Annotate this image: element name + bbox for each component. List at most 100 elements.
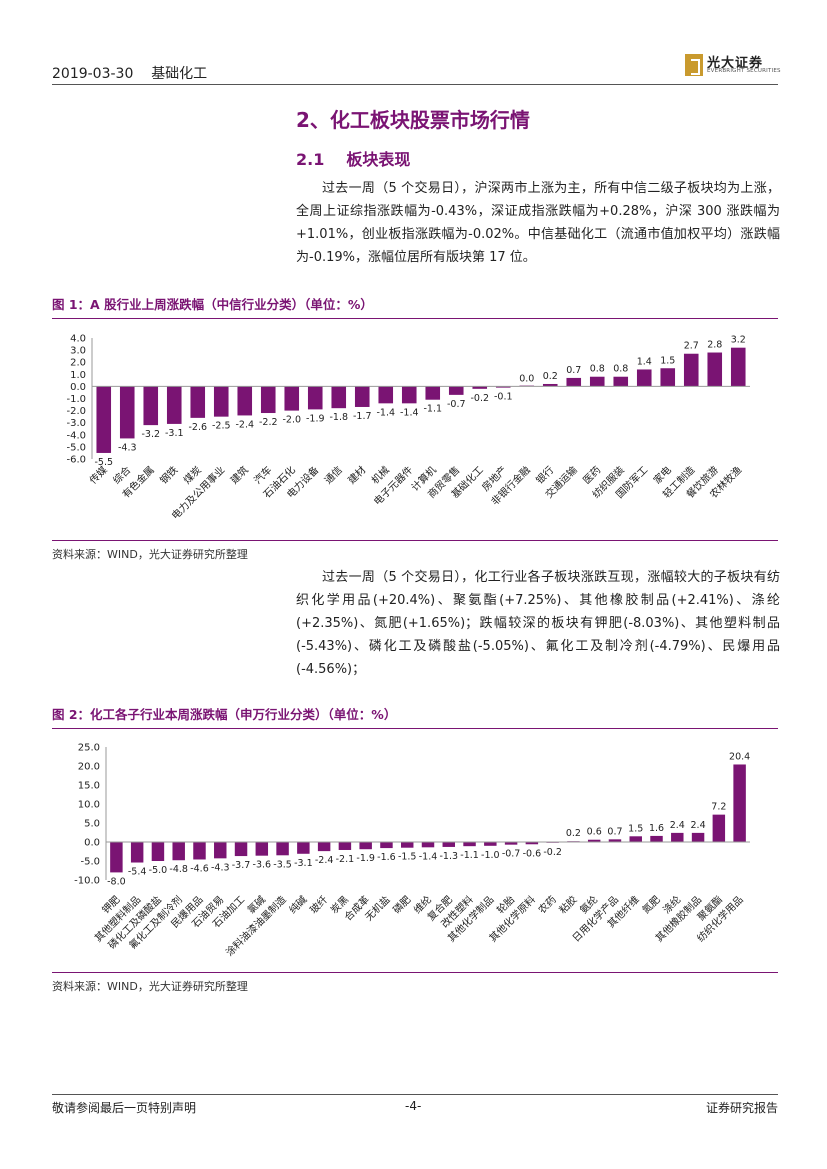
data-label: 0.2 xyxy=(566,828,581,839)
bar-日用化学产品 xyxy=(608,839,622,842)
bar-商贸零售 xyxy=(448,386,464,395)
bar-交通运输 xyxy=(566,377,582,387)
bar-农林牧渔 xyxy=(730,347,746,387)
bar-氟化工及制冷剂 xyxy=(172,842,185,861)
data-label: -1.1 xyxy=(460,850,479,861)
data-label: -1.9 xyxy=(306,413,325,424)
figure-2-chart: 25.020.015.010.05.00.0-5.0-10.0 -8.0钾肥-5.… xyxy=(74,743,750,959)
data-label: 2.4 xyxy=(691,820,706,831)
bar-计算机 xyxy=(425,386,441,400)
data-label: 20.4 xyxy=(729,751,750,762)
bar-建材 xyxy=(354,386,370,407)
bar-聚氨酯 xyxy=(712,814,726,842)
category-label: 建筑 xyxy=(228,463,251,486)
bar-涂料油漆油墨制造 xyxy=(276,842,289,856)
data-label: -3.1 xyxy=(294,858,313,869)
data-label: 1.4 xyxy=(637,356,652,367)
y-tick-label: -2.0 xyxy=(66,406,86,417)
bar-其他橡胶制品 xyxy=(691,832,705,842)
bar-磷化工及磷酸盐 xyxy=(151,842,165,861)
y-tick-label: 1.0 xyxy=(70,370,86,381)
logo-name-en: EVERBRIGHT SECURITIES xyxy=(707,68,781,74)
bar-玻纤 xyxy=(317,842,331,852)
category-label: 通信 xyxy=(322,464,345,487)
figure-1-title: 图 1：A 股行业上周涨跌幅（中信行业分类）（单位：%） xyxy=(52,294,778,319)
bar-钾肥 xyxy=(110,842,123,873)
footer-disclaimer: 敬请参阅最后一页特别声明 xyxy=(52,1101,197,1115)
data-label: -4.6 xyxy=(190,863,209,874)
bar-无机盐 xyxy=(380,842,393,849)
bar-银行 xyxy=(542,383,558,387)
data-label: -1.4 xyxy=(419,851,438,862)
subsection-label: 板块表现 xyxy=(346,150,411,169)
bar-其他化学原料 xyxy=(525,842,539,845)
data-label: -8.0 xyxy=(107,876,126,887)
data-label: -1.4 xyxy=(400,407,419,418)
y-tick-label: -1.0 xyxy=(66,394,86,405)
footer-divider xyxy=(52,1094,778,1095)
y-tick-label: 25.0 xyxy=(78,743,100,754)
bar-房地产 xyxy=(495,386,511,388)
bar-氮肥 xyxy=(650,835,663,842)
data-label: 0.6 xyxy=(587,827,602,838)
figure-2-title: 图 2：化工各子行业本周涨跌幅（申万行业分类）（单位：%） xyxy=(52,704,778,729)
data-label: -4.3 xyxy=(211,862,230,873)
category-label: 纯碱 xyxy=(286,893,309,916)
body-paragraph-1: 过去一周（5 个交易日），沪深两市上涨为主，所有中信二级子板块均为上涨，全周上证… xyxy=(296,181,780,265)
subsection-title: 2.1 板块表现 xyxy=(296,146,432,170)
data-label: 0.8 xyxy=(590,364,605,375)
data-label: -1.6 xyxy=(377,852,396,863)
bar-纯碱 xyxy=(297,842,310,854)
y-tick-label: -10.0 xyxy=(74,876,100,887)
bar-轮胎 xyxy=(504,842,518,845)
data-label: -4.3 xyxy=(118,442,137,453)
logo-mark-icon xyxy=(685,54,703,76)
category-label: 磷肥 xyxy=(390,893,413,916)
data-label: 1.5 xyxy=(660,355,675,366)
data-label: 0.2 xyxy=(543,371,558,382)
bar-轻工制造 xyxy=(683,353,699,387)
y-tick-label: -5.0 xyxy=(80,857,100,868)
data-label: 1.5 xyxy=(628,823,643,834)
bar-国防军工 xyxy=(636,369,652,387)
data-label: -1.5 xyxy=(398,852,417,863)
bar-石油加工 xyxy=(234,842,248,857)
y-tick-label: -5.0 xyxy=(66,442,86,453)
bar-电子元器件 xyxy=(401,386,417,404)
figure-2-source: 资料来源：WIND，光大证券研究所整理 xyxy=(52,972,778,994)
bar-改性塑料 xyxy=(463,842,476,847)
bar-家电 xyxy=(660,368,676,387)
data-label: -0.7 xyxy=(502,849,521,860)
bar-其他塑料制品 xyxy=(130,842,144,863)
bar-其他纤维 xyxy=(629,836,642,842)
data-label: 2.4 xyxy=(670,820,685,831)
data-label: -3.5 xyxy=(273,859,292,870)
bar-纺织化学用品 xyxy=(733,764,746,842)
data-label: -1.4 xyxy=(376,407,395,418)
data-label: -2.4 xyxy=(235,419,254,430)
data-label: -1.1 xyxy=(423,404,442,415)
report-category: 基础化工 xyxy=(151,66,208,82)
report-header: 2019-03-30 基础化工 xyxy=(52,63,207,83)
data-label: -3.2 xyxy=(141,429,160,440)
data-label: -5.4 xyxy=(128,867,147,878)
bar-机械 xyxy=(378,386,394,404)
data-label: 0.0 xyxy=(519,373,534,384)
data-label: -1.8 xyxy=(329,412,348,423)
data-label: 7.2 xyxy=(711,802,726,813)
bar-纺织服装 xyxy=(613,376,629,387)
category-label: 钢铁 xyxy=(157,463,180,486)
bar-电力及公用事业 xyxy=(213,386,229,417)
bar-涤纶 xyxy=(671,832,684,842)
data-label: -2.1 xyxy=(336,854,355,865)
y-tick-label: 20.0 xyxy=(78,762,100,773)
data-label: 0.8 xyxy=(613,364,628,375)
bar-餐饮旅游 xyxy=(707,352,723,387)
bar-基础化工 xyxy=(472,386,488,389)
bar-石油石化 xyxy=(284,386,300,411)
bar-维纶 xyxy=(421,842,435,848)
data-label: 2.8 xyxy=(707,340,722,351)
data-label: -2.6 xyxy=(188,422,207,433)
data-label: -1.0 xyxy=(481,850,500,861)
y-tick-label: 10.0 xyxy=(78,800,100,811)
